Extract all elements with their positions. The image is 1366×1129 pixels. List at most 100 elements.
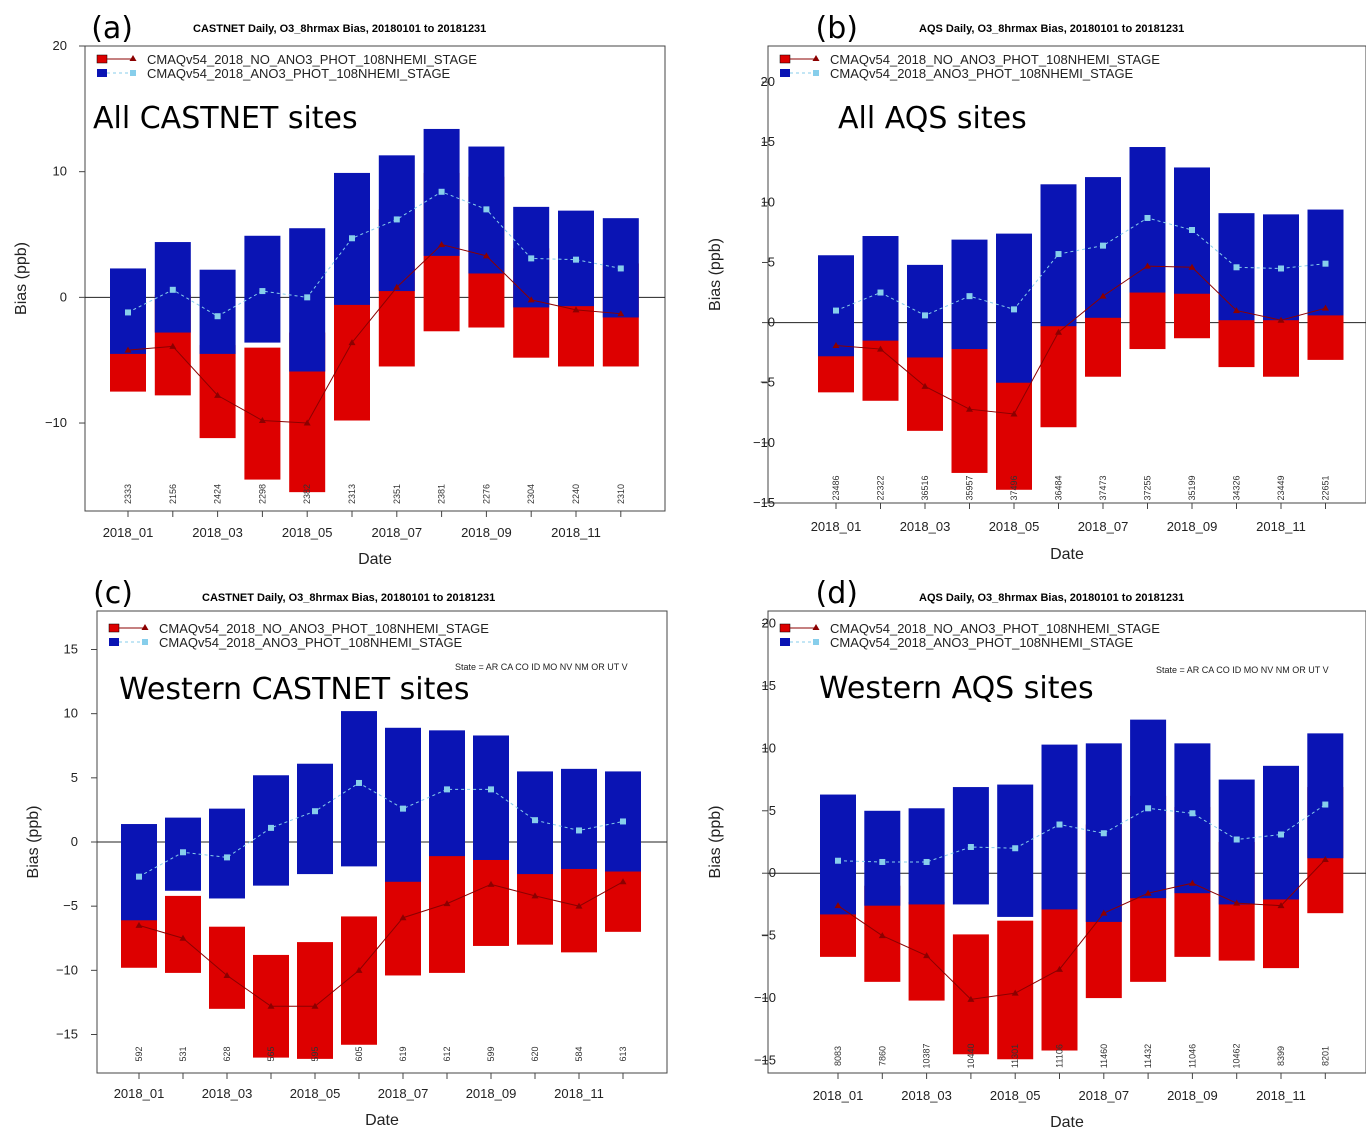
site-count: 11460 xyxy=(1099,1044,1109,1068)
site-count: 10440 xyxy=(966,1043,976,1068)
red-median-point xyxy=(921,382,929,389)
red-median-point xyxy=(1233,899,1241,906)
chart-svg-a: (a) CASTNET Daily, O3_8hrmax Bias, 201801… xyxy=(13,11,666,564)
y-axis-label: Bias (ppb) xyxy=(707,806,724,879)
y-tick-label: 20 xyxy=(762,615,776,630)
chart-panel-b: (b) AQS Daily, O3_8hrmax Bias, 20180101 t… xyxy=(683,0,1366,564)
red-median-point xyxy=(1010,410,1018,417)
blue-median-point xyxy=(444,786,450,793)
site-count: 11432 xyxy=(1143,1044,1153,1068)
blue-median-point xyxy=(169,286,176,293)
red-median-point xyxy=(1188,879,1196,886)
blue-box xyxy=(862,236,899,341)
blue-median-point xyxy=(1100,830,1107,837)
red-median-point xyxy=(877,345,884,352)
legend-red-swatch xyxy=(96,54,108,64)
red-median-line xyxy=(127,244,621,424)
chart-svg-d: (d) AQS Daily, O3_8hrmax Bias, 20180101 t… xyxy=(707,576,1366,1129)
blue-median-point xyxy=(967,843,974,850)
y-tick-label: −5 xyxy=(760,375,775,390)
blue-median-point xyxy=(259,288,266,295)
blue-box xyxy=(820,794,856,915)
y-tick-label: 10 xyxy=(762,740,776,755)
blue-median-point xyxy=(438,188,445,195)
red-median-point xyxy=(619,878,627,885)
y-tick-label: −15 xyxy=(754,1053,776,1068)
red-median-point xyxy=(1277,316,1285,323)
red-median-point xyxy=(1321,855,1329,862)
blue-median-point xyxy=(125,309,131,316)
red-median-point xyxy=(438,241,446,248)
site-count: 2240 xyxy=(571,484,581,504)
blue-median-point xyxy=(356,779,362,786)
site-count: 8201 xyxy=(1320,1046,1330,1066)
x-tick-label: 2018_03 xyxy=(900,519,951,534)
red-median-point xyxy=(124,346,132,353)
y-tick-label: −10 xyxy=(753,435,775,450)
blue-median-point xyxy=(1189,227,1195,234)
y-tick-label: −5 xyxy=(761,928,776,943)
site-group-annotation: Western AQS sites xyxy=(819,671,1094,706)
blue-median-point xyxy=(922,312,928,319)
blue-median-point xyxy=(1100,242,1106,249)
red-median-point xyxy=(267,1002,275,1009)
legend-blue-label: CMAQv54_2018_ANO3_PHOT_108NHEMI_STAGE xyxy=(147,66,451,81)
plot-frame xyxy=(767,45,1366,504)
site-count: 22322 xyxy=(876,475,886,500)
x-tick-label: 2018_11 xyxy=(554,1086,604,1101)
red-median-point xyxy=(303,419,311,426)
site-count: 2156 xyxy=(168,484,178,504)
x-tick-label: 2018_11 xyxy=(551,525,601,540)
blue-median-point xyxy=(214,313,221,320)
y-tick-label: 5 xyxy=(71,770,78,785)
y-tick-label: 0 xyxy=(71,834,78,849)
site-count: 599 xyxy=(486,1046,496,1061)
red-median-point xyxy=(572,306,580,313)
x-tick-label: 2018_03 xyxy=(202,1086,253,1101)
blue-box xyxy=(341,711,377,867)
blue-box xyxy=(121,824,157,921)
red-median-point xyxy=(575,902,583,909)
x-tick-label: 2018_03 xyxy=(901,1088,952,1103)
x-tick-label: 2018_07 xyxy=(371,525,422,540)
red-median-point xyxy=(1144,889,1152,896)
y-tick-label: 0 xyxy=(60,289,67,304)
site-count: 7860 xyxy=(877,1046,887,1066)
red-median-point xyxy=(399,914,407,921)
blue-box xyxy=(209,808,245,899)
site-count: 565 xyxy=(266,1046,276,1061)
blue-box xyxy=(908,808,945,905)
blue-box xyxy=(907,264,943,358)
site-count: 2298 xyxy=(257,484,267,504)
site-count: 22651 xyxy=(1321,475,1331,500)
red-median-point xyxy=(1188,263,1196,270)
x-tick-label: 2018_05 xyxy=(989,519,1040,534)
site-count: 36516 xyxy=(920,475,930,500)
y-axis-label: Bias (ppb) xyxy=(25,806,42,879)
red-median-point xyxy=(214,391,222,398)
legend-blue-swatch xyxy=(780,638,790,646)
site-count: 619 xyxy=(398,1046,408,1061)
y-axis-label: Bias (ppb) xyxy=(13,242,30,315)
y-tick-label: 10 xyxy=(53,164,67,179)
y-tick-label: 0 xyxy=(768,315,775,330)
chart-title: AQS Daily, O3_8hrmax Bias, 20180101 to 2… xyxy=(919,23,1184,35)
blue-median-point xyxy=(1012,845,1019,852)
panel-label: (c) xyxy=(93,576,133,611)
blue-box xyxy=(429,730,465,857)
x-tick-label: 2018_01 xyxy=(103,525,154,540)
x-axis-label: Date xyxy=(1050,1114,1084,1129)
site-count: 2276 xyxy=(481,484,491,504)
red-median-point xyxy=(393,283,401,290)
site-count: 37473 xyxy=(1098,475,1108,500)
legend-red-swatch xyxy=(779,54,791,64)
blue-box xyxy=(1307,733,1344,859)
site-count: 8399 xyxy=(1276,1046,1286,1066)
legend-red-swatch xyxy=(108,623,120,633)
red-median-point xyxy=(1056,965,1063,972)
chart-title: CASTNET Daily, O3_8hrmax Bias, 20180101 … xyxy=(193,23,486,35)
red-median-point xyxy=(258,417,266,424)
legend-blue-marker xyxy=(130,70,136,76)
blue-median-line xyxy=(837,804,1326,863)
site-group-annotation: Western CASTNET sites xyxy=(119,672,469,707)
